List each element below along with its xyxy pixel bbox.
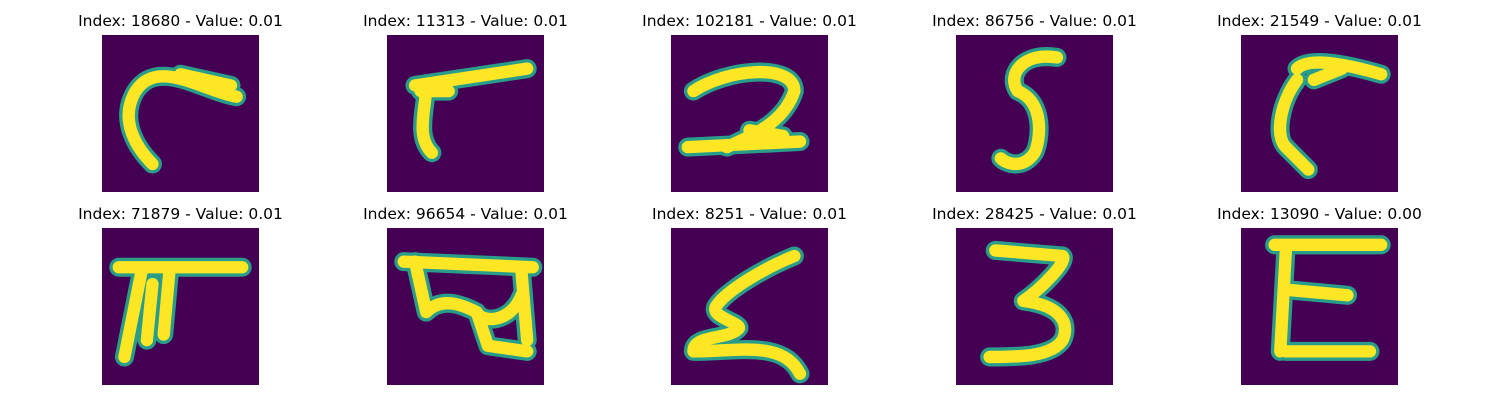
glyph-stroke bbox=[1268, 238, 1388, 358]
character-image bbox=[394, 252, 543, 361]
character-image bbox=[109, 257, 252, 367]
panel-title: Index: 8251 - Value: 0.01 bbox=[652, 205, 847, 223]
panel-title: Index: 86756 - Value: 0.01 bbox=[932, 12, 1137, 30]
character-image bbox=[991, 47, 1067, 174]
panel-title: Index: 13090 - Value: 0.00 bbox=[1217, 205, 1422, 223]
panel-title: Index: 11313 - Value: 0.01 bbox=[363, 12, 568, 30]
character-image bbox=[678, 62, 810, 157]
panel-title: Index: 28425 - Value: 0.01 bbox=[932, 205, 1137, 223]
glyph-stroke bbox=[408, 62, 534, 159]
character-image bbox=[683, 246, 810, 384]
glyph-stroke bbox=[397, 255, 539, 358]
panel-title: Index: 102181 - Value: 0.01 bbox=[642, 12, 857, 30]
panel-title: Index: 21549 - Value: 0.01 bbox=[1217, 12, 1422, 30]
character-image bbox=[1265, 235, 1391, 361]
character-image bbox=[1270, 53, 1391, 180]
character-image bbox=[119, 64, 247, 174]
glyph-stroke bbox=[687, 249, 807, 380]
panel-title: Index: 71879 - Value: 0.01 bbox=[78, 205, 283, 223]
glyph-stroke bbox=[122, 68, 243, 171]
glyph-stroke bbox=[112, 261, 249, 364]
image-background bbox=[671, 228, 828, 385]
image-background bbox=[671, 35, 828, 192]
image-background bbox=[387, 35, 544, 192]
glyph-stroke bbox=[1273, 56, 1388, 176]
panel-title: Index: 18680 - Value: 0.01 bbox=[78, 12, 283, 30]
panel-title: Index: 96654 - Value: 0.01 bbox=[363, 205, 568, 223]
glyph-stroke bbox=[681, 65, 807, 154]
character-image bbox=[980, 240, 1075, 367]
character-image bbox=[405, 59, 537, 163]
glyph-stroke bbox=[994, 50, 1064, 171]
glyph-stroke bbox=[983, 244, 1072, 364]
